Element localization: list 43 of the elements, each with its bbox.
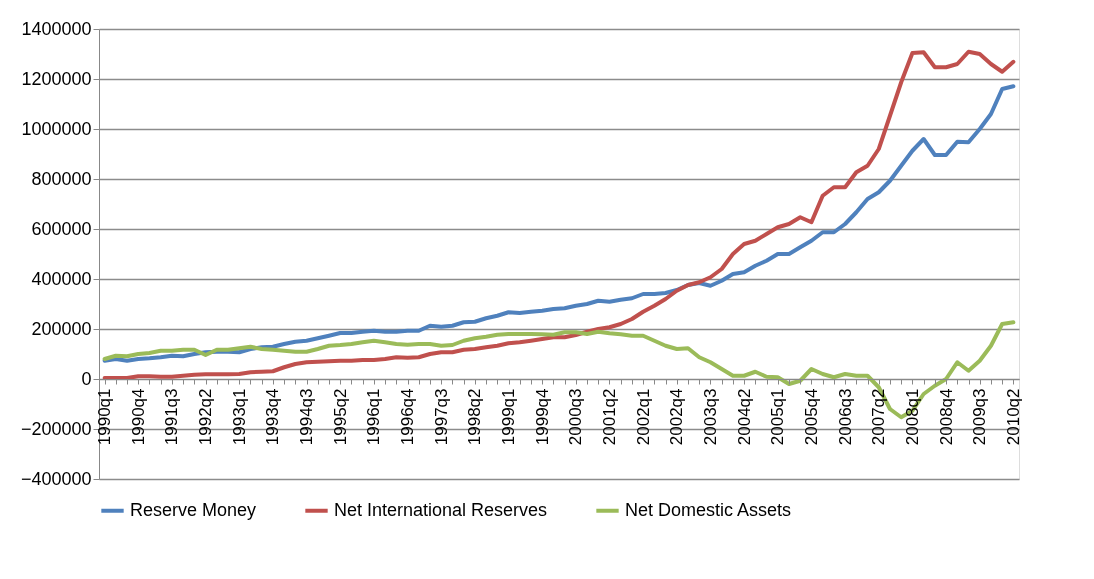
y-tick-label: 400000 bbox=[31, 268, 92, 289]
x-tick-label: 2009q3 bbox=[970, 388, 990, 446]
x-tick-label: 1996q1 bbox=[364, 388, 384, 446]
x-tick-label: 2001q2 bbox=[599, 388, 619, 446]
x-tick-label: 2008q4 bbox=[936, 388, 956, 446]
x-tick-label: 1997q3 bbox=[431, 388, 451, 446]
x-tick-label: 2005q1 bbox=[768, 388, 788, 446]
x-tick-label: 1995q2 bbox=[330, 388, 350, 446]
y-tick-label: 200000 bbox=[31, 318, 92, 339]
x-tick-label: 2002q1 bbox=[633, 388, 653, 446]
x-tick-label: 1993q1 bbox=[229, 388, 249, 446]
y-tick-label: 0 bbox=[81, 368, 92, 389]
x-tick-label: 2002q4 bbox=[667, 388, 687, 446]
x-tick-label: 2006q3 bbox=[835, 388, 855, 446]
x-tick-label: 1994q3 bbox=[297, 388, 317, 446]
y-tick-label: 1400000 bbox=[21, 18, 92, 39]
x-tick-label: 2010q2 bbox=[1003, 388, 1023, 446]
x-tick-label: 1990q1 bbox=[95, 388, 115, 446]
x-tick-label: 1998q2 bbox=[465, 388, 485, 446]
y-tick-label: 800000 bbox=[31, 168, 92, 189]
y-tick-label: 600000 bbox=[31, 218, 92, 239]
x-tick-label: 2008q1 bbox=[902, 388, 922, 446]
x-tick-label: 2003q3 bbox=[700, 388, 720, 446]
y-tick-label: 1200000 bbox=[21, 68, 92, 89]
x-tick-label: 1990q4 bbox=[128, 388, 148, 446]
x-tick-label: 1999q4 bbox=[532, 388, 552, 446]
x-tick-label: 1992q2 bbox=[196, 388, 216, 446]
legend-label: Reserve Money bbox=[130, 499, 257, 520]
line-series bbox=[102, 49, 1016, 380]
x-tick-label: 1996q4 bbox=[398, 388, 418, 446]
y-tick-label: −400000 bbox=[20, 468, 92, 489]
x-tick-label: 2004q2 bbox=[734, 388, 754, 446]
y-tick-label: 1000000 bbox=[21, 118, 92, 139]
x-tick-label: 1999q1 bbox=[499, 388, 519, 446]
y-tick-label: −200000 bbox=[20, 418, 92, 439]
line-series bbox=[102, 84, 1016, 363]
x-tick-label: 2000q3 bbox=[566, 388, 586, 446]
x-tick-label: 2005q4 bbox=[801, 388, 821, 446]
x-tick-label: 2007q2 bbox=[869, 388, 889, 446]
legend-label: Net Domestic Assets bbox=[625, 499, 792, 520]
legend-label: Net International Reserves bbox=[334, 499, 548, 520]
x-tick-label: 1993q4 bbox=[263, 388, 283, 446]
x-tick-label: 1991q3 bbox=[162, 388, 182, 446]
